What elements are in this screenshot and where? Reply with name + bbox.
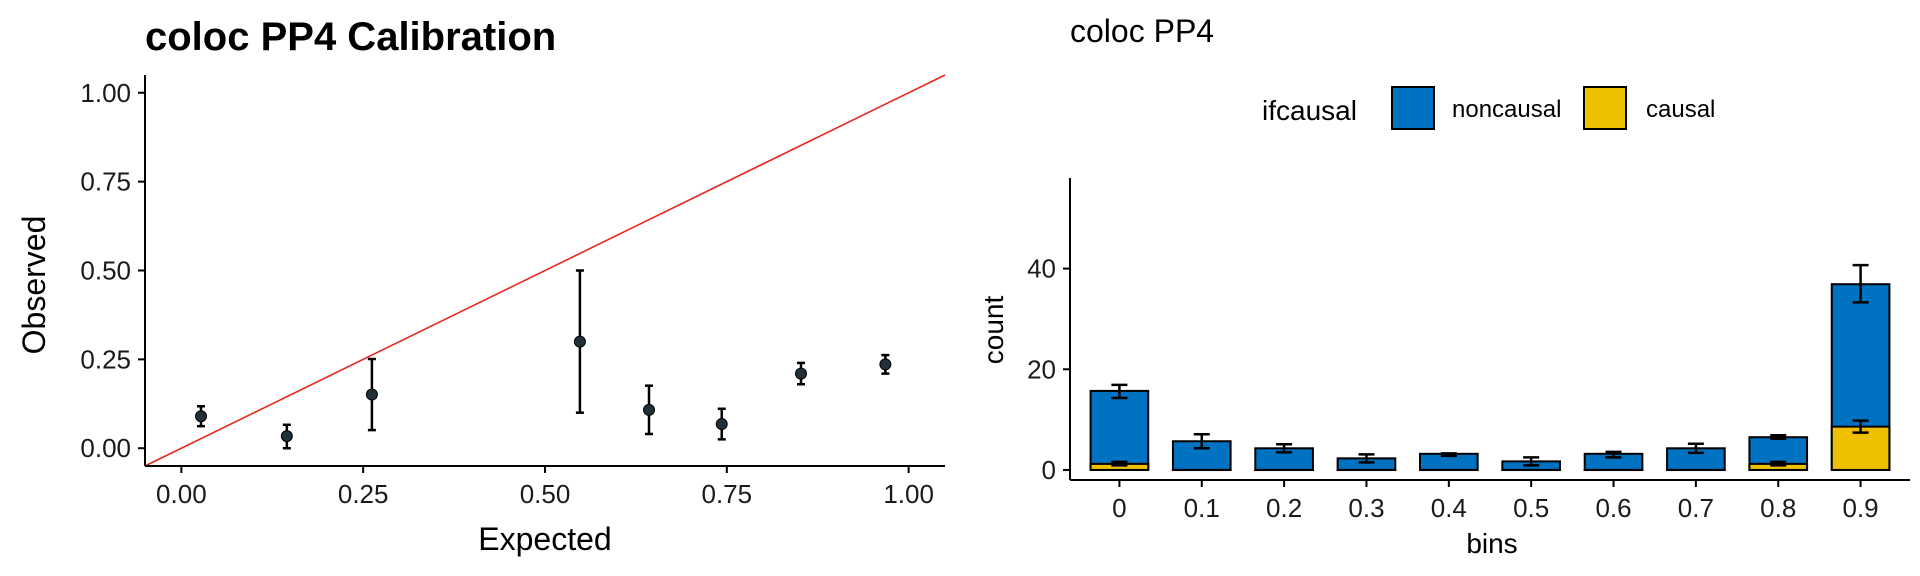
calibration-x-axis-title: Expected xyxy=(478,521,611,557)
x-tick-label: 0.1 xyxy=(1184,493,1220,523)
bar-x-axis-title: bins xyxy=(1466,528,1517,559)
y-tick-label: 0.00 xyxy=(80,433,131,463)
data-point xyxy=(365,388,378,401)
calibration-plot-area: 0.00 0.25 0.50 0.75 1.00 0.00 0.25 0.50 0.75 1.00 xyxy=(80,74,946,509)
y-tick-label: 1.00 xyxy=(80,78,131,108)
legend-title: ifcausal xyxy=(1262,95,1357,126)
y-tick-label: 0.75 xyxy=(80,167,131,197)
x-tick-label: 0.7 xyxy=(1678,493,1714,523)
data-point xyxy=(573,335,586,348)
data-point xyxy=(795,367,807,380)
bar-y-axis-title: count xyxy=(978,296,1009,365)
calibration-scatter-panel: coloc PP4 Calibration 0.00 0.25 0.50 0.75 1.… xyxy=(16,15,946,557)
calibration-y-axis-title: Observed xyxy=(16,216,52,355)
x-tick-label: 0.75 xyxy=(702,479,753,509)
x-tick-label: 0.2 xyxy=(1266,493,1302,523)
data-point xyxy=(715,418,728,431)
legend-swatch-causal xyxy=(1583,86,1627,130)
x-tick-label: 0.4 xyxy=(1431,493,1467,523)
y-tick-label: 0.50 xyxy=(80,256,131,286)
x-tick-label: 0.00 xyxy=(156,479,207,509)
bar-noncausal xyxy=(1089,389,1150,471)
x-tick-label: 0.50 xyxy=(520,479,571,509)
bar-plot-area: 0 20 40 0 0.1 0.2 0.3 0.4 0.5 0.6 0.7 0.8 0.9 xyxy=(1027,178,1910,523)
y-tick-label: 0.25 xyxy=(80,344,131,374)
x-tick-label: 0 xyxy=(1112,493,1126,523)
x-tick-label: 0.3 xyxy=(1348,493,1384,523)
calibration-chart-title: coloc PP4 Calibration xyxy=(145,15,556,59)
bar-chart-title: coloc PP4 xyxy=(1070,13,1214,49)
y-tick-label: 40 xyxy=(1027,254,1056,284)
x-tick-label: 0.25 xyxy=(338,479,389,509)
legend: ifcausal noncausal causal xyxy=(1262,86,1715,130)
y-tick-label: 0 xyxy=(1042,455,1056,485)
x-tick-label: 0.6 xyxy=(1595,493,1631,523)
x-tick-label: 0.8 xyxy=(1760,493,1796,523)
legend-label-causal: causal xyxy=(1646,96,1715,123)
data-point xyxy=(879,358,892,371)
legend-label-noncausal: noncausal xyxy=(1452,96,1561,123)
x-tick-label: 0.9 xyxy=(1843,493,1879,523)
x-tick-label: 1.00 xyxy=(883,479,934,509)
x-tick-label: 0.5 xyxy=(1513,493,1549,523)
y-tick-label: 20 xyxy=(1027,354,1056,384)
data-point xyxy=(643,403,655,416)
legend-swatch-noncausal xyxy=(1391,86,1435,130)
reference-line-y-equals-x xyxy=(144,74,946,467)
pp4-bar-panel: coloc PP4 ifcausal noncausal causal 0 20 4… xyxy=(978,13,1910,559)
data-point xyxy=(195,410,207,423)
data-point xyxy=(280,430,293,443)
